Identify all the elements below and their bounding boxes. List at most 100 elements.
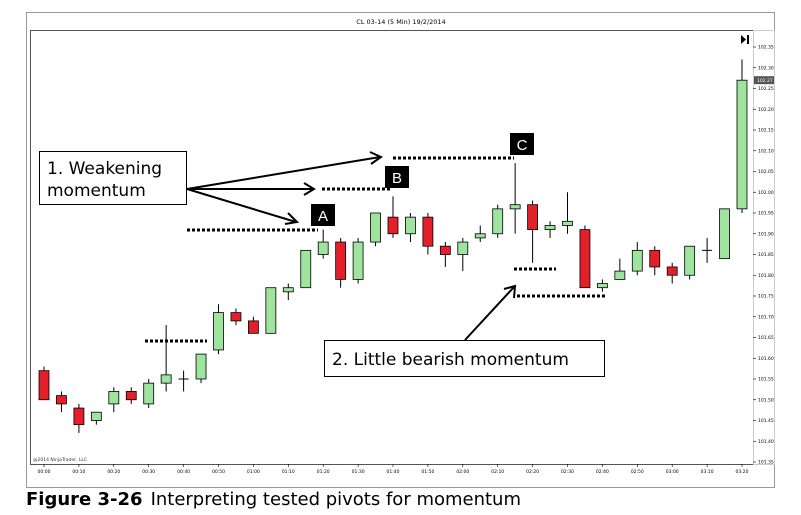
y-tick-label: 102.20 [758,107,774,113]
price-axis [753,30,775,465]
candle-body [230,312,242,322]
candle-body [317,241,329,255]
candle [38,366,50,401]
candle-body [405,216,416,235]
y-tick-label: 101.60 [758,356,774,362]
callout-bearish: 2. Little bearish momentum [324,340,605,377]
arrow-to-c [186,156,381,190]
candle-body [90,411,102,421]
candle [527,200,538,263]
end-marker-icon[interactable] [741,35,749,44]
y-tick-label: 101.95 [758,211,774,217]
candle [597,279,608,292]
candle [370,212,381,247]
candle [562,192,573,234]
candle [125,387,137,404]
candle [73,403,85,433]
x-tick-label: 01:50 [421,469,434,475]
candle [265,287,277,334]
y-tick-label: 101.50 [758,397,774,403]
candle-body [649,249,661,268]
chart: CL 03-14 (5 Min) 19/2/2014 @2014 NinjaTr… [26,12,775,488]
arrow-to-low [464,286,515,341]
candle [282,283,294,301]
last-price-marker [754,76,774,85]
candle [439,242,451,267]
candle [405,213,416,243]
x-tick-label: 01:10 [282,469,295,475]
y-tick-label: 102.30 [758,65,774,71]
x-tick-label: 02:20 [526,469,539,475]
y-tick-label: 101.80 [758,273,774,279]
candle-body [265,287,277,334]
candle-body [160,374,172,384]
candle-body [597,283,608,289]
candle [317,229,329,259]
candle-body [684,245,696,276]
x-tick-label: 02:50 [631,469,644,475]
y-tick-label: 101.65 [758,335,774,341]
candle [649,246,661,276]
candle-body [195,353,207,380]
candle [666,262,678,284]
last-price-label: 102.27 [757,78,773,84]
candle [702,237,713,263]
candle [178,370,189,392]
candle-body [719,208,730,260]
y-tick-label: 101.40 [758,439,774,445]
callout-weakening-line2: momentum [47,181,146,201]
y-tick-label: 101.90 [758,231,774,237]
candle [352,237,364,284]
x-tick-label: 02:30 [561,469,574,475]
candle-body [108,391,120,405]
candle [631,242,643,276]
x-tick-label: 00:50 [212,469,225,475]
y-axis: 102.35 102.30 102.25 102.20 102.15 102.10 102.… [753,45,774,466]
candle [544,221,556,238]
candles [38,59,748,433]
x-tick-label: 00:30 [142,469,155,475]
candle-body [56,395,67,405]
x-tick-label: 01:40 [387,469,400,475]
y-tick-label: 102.35 [758,45,774,51]
candle-body [282,287,294,293]
candle [387,196,399,238]
y-tick-label: 101.70 [758,314,774,320]
candle-body [335,241,347,280]
x-tick-label: 00:40 [177,469,190,475]
figure-caption: Figure 3-26 Interpreting tested pivots fo… [26,489,521,510]
candle-body [439,245,451,255]
label-c: C [517,137,528,154]
callout-weakening: 1. Weakening momentum [39,151,187,205]
label-a-box: A [311,204,335,226]
candle [492,204,504,238]
x-tick-label: 03:00 [666,469,679,475]
candle-body [631,249,643,272]
y-tick-label: 101.85 [758,252,774,258]
x-axis: 00:00 00:10 00:20 00:30 00:40 00:50 01:00 01:10… [38,464,749,475]
candle-body [422,216,434,247]
arrow-to-a [186,188,297,223]
candle [457,237,469,272]
figure-caption-text: Interpreting tested pivots for momentum [150,489,522,510]
pivot-lines [145,156,606,343]
candle-body [544,225,556,230]
candle-body [579,229,591,289]
candle-body [457,241,469,255]
y-tick-label: 102.00 [758,190,774,196]
candle [230,308,242,326]
x-tick-label: 02:00 [456,469,469,475]
candle [213,304,224,355]
label-c-box: C [510,133,534,155]
candle-body [562,220,573,226]
candle-body [370,212,381,243]
candle-body [509,204,521,210]
x-tick-label: 00:10 [72,469,85,475]
candle [247,316,259,334]
candle [579,225,591,289]
candle [195,353,207,384]
candle-body [247,320,259,334]
candle-body [300,249,312,289]
candle-body [73,407,85,426]
callout-bearish-text: 2. Little bearish momentum [332,350,569,370]
